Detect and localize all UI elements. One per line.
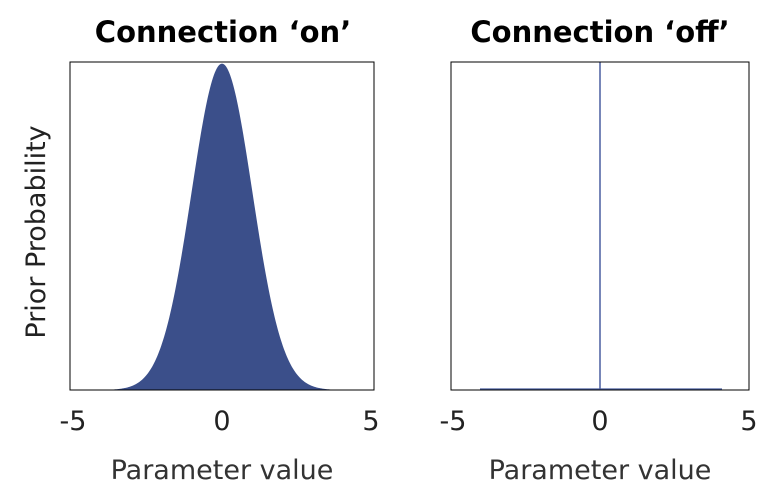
normal-density-area — [70, 63, 374, 390]
x-tick-label: 0 — [213, 406, 230, 437]
x-axis-label-off: Parameter value — [489, 455, 712, 486]
x-tick-label: -5 — [60, 406, 87, 437]
x-tick-label: 5 — [362, 406, 379, 437]
x-tick-label: -5 — [440, 406, 467, 437]
x-tick-label: 0 — [591, 406, 608, 437]
plot-frame-on — [69, 61, 375, 391]
chart-title-on: Connection ‘on’ — [95, 15, 351, 49]
chart-title-off: Connection ‘off’ — [470, 15, 729, 49]
panel-connection-off: Connection ‘off’ -5 0 5 Parameter value — [440, 15, 758, 486]
y-axis-label: Prior Probability — [21, 125, 52, 338]
plot-frame-off — [450, 61, 750, 391]
x-tick-label: 5 — [740, 406, 757, 437]
panel-connection-on: Connection ‘on’ Prior Probability -5 0 5… — [21, 15, 380, 486]
x-axis-label-on: Parameter value — [111, 455, 334, 486]
